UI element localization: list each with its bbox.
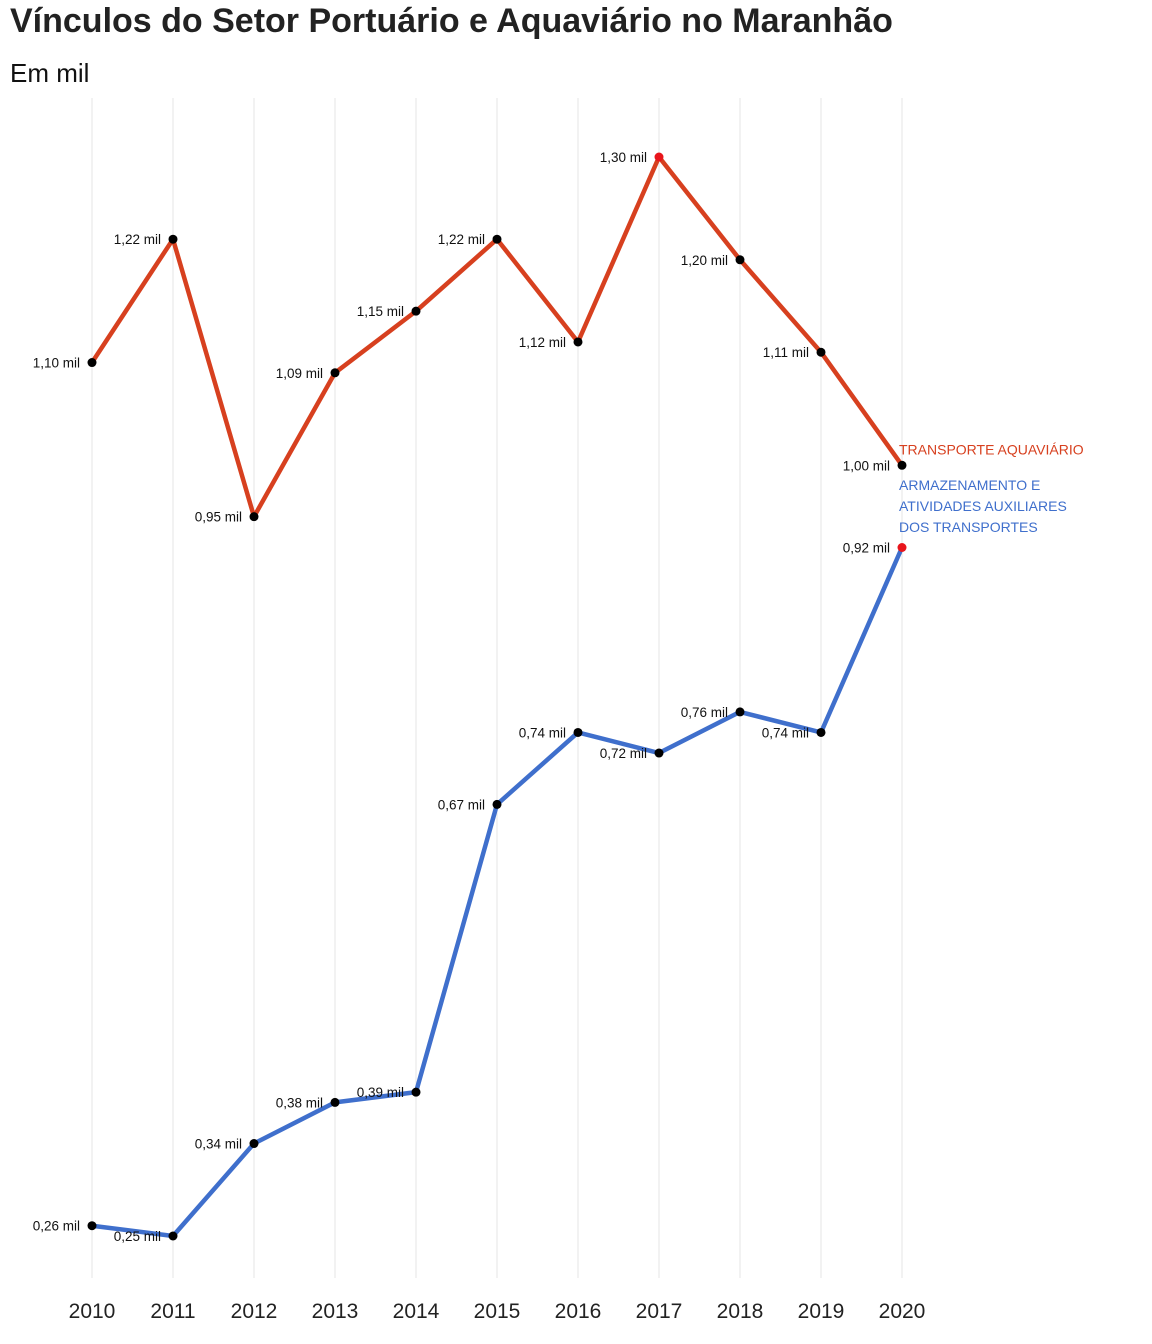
data-label-s1-2011: 1,22 mil xyxy=(114,232,161,247)
data-label-s2-2019: 0,74 mil xyxy=(762,725,809,740)
x-tick-label-2019: 2019 xyxy=(798,1300,845,1323)
data-point-s1-2012 xyxy=(249,512,259,522)
x-tick-label-2015: 2015 xyxy=(474,1300,521,1323)
data-point-s2-2015 xyxy=(492,799,502,809)
series-label-armazenamento-line-2: ATIVIDADES AUXILIARES xyxy=(899,498,1067,514)
data-point-s2-2014 xyxy=(411,1087,421,1097)
data-point-s1-2010 xyxy=(87,358,97,368)
x-tick-label-2017: 2017 xyxy=(636,1300,683,1323)
data-label-s1-2013: 1,09 mil xyxy=(276,366,323,381)
data-point-s1-2014 xyxy=(411,306,421,316)
data-point-s1-2011 xyxy=(168,234,178,244)
data-point-s1-2018 xyxy=(735,255,745,265)
data-point-s2-2013 xyxy=(330,1097,340,1107)
x-tick-label-2018: 2018 xyxy=(717,1300,764,1323)
data-label-s2-2018: 0,76 mil xyxy=(681,705,728,720)
data-label-s2-2012: 0,34 mil xyxy=(195,1137,242,1152)
data-label-s2-2016: 0,74 mil xyxy=(519,725,566,740)
data-point-s2-2012 xyxy=(249,1139,259,1149)
data-point-s2-2016 xyxy=(573,727,583,737)
data-label-s1-2017: 1,30 mil xyxy=(600,150,647,165)
data-point-s1-2019 xyxy=(816,347,826,357)
chart-title: Vínculos do Setor Portuário e Aquaviário… xyxy=(10,2,893,40)
data-point-s1-2017 xyxy=(654,152,664,162)
data-label-s1-2015: 1,22 mil xyxy=(438,232,485,247)
data-label-s2-2020: 0,92 mil xyxy=(843,540,890,555)
x-tick-label-2013: 2013 xyxy=(312,1300,359,1323)
data-point-s2-2010 xyxy=(87,1221,97,1231)
data-point-s2-2017 xyxy=(654,748,664,758)
x-tick-label-2011: 2011 xyxy=(150,1300,195,1323)
series-label-armazenamento-line-1: ARMAZENAMENTO E xyxy=(899,477,1040,493)
data-label-s1-2014: 1,15 mil xyxy=(357,304,404,319)
data-label-s2-2015: 0,67 mil xyxy=(438,797,485,812)
chart-subtitle: Em mil xyxy=(10,58,90,88)
data-label-s2-2017: 0,72 mil xyxy=(600,746,647,761)
data-label-s1-2020: 1,00 mil xyxy=(843,458,890,473)
series-label-armazenamento-line-3: DOS TRANSPORTES xyxy=(899,519,1038,535)
data-point-s2-2019 xyxy=(816,727,826,737)
x-tick-label-2010: 2010 xyxy=(69,1300,116,1323)
data-label-s1-2019: 1,11 mil xyxy=(763,345,809,360)
x-tick-label-2016: 2016 xyxy=(555,1300,602,1323)
data-point-s2-2011 xyxy=(168,1231,178,1241)
data-point-s2-2018 xyxy=(735,707,745,717)
data-point-s2-2020 xyxy=(897,542,907,552)
data-point-s1-2020 xyxy=(897,460,907,470)
data-label-s1-2018: 1,20 mil xyxy=(681,253,728,268)
data-label-s1-2012: 0,95 mil xyxy=(195,510,242,525)
data-label-s1-2010: 1,10 mil xyxy=(33,356,80,371)
data-label-s2-2010: 0,26 mil xyxy=(33,1219,80,1234)
x-tick-label-2012: 2012 xyxy=(231,1300,278,1323)
x-tick-label-2014: 2014 xyxy=(393,1300,440,1323)
data-point-s1-2016 xyxy=(573,337,583,347)
series-label-transporte-aquaviario: TRANSPORTE AQUAVIÁRIO xyxy=(899,441,1084,457)
data-label-s2-2014: 0,39 mil xyxy=(357,1085,404,1100)
data-point-s1-2013 xyxy=(330,368,340,378)
data-label-s2-2013: 0,38 mil xyxy=(276,1095,323,1110)
data-label-s2-2011: 0,25 mil xyxy=(114,1229,161,1244)
data-label-s1-2016: 1,12 mil xyxy=(519,335,566,350)
data-point-s1-2015 xyxy=(492,234,502,244)
x-tick-label-2020: 2020 xyxy=(879,1300,926,1323)
